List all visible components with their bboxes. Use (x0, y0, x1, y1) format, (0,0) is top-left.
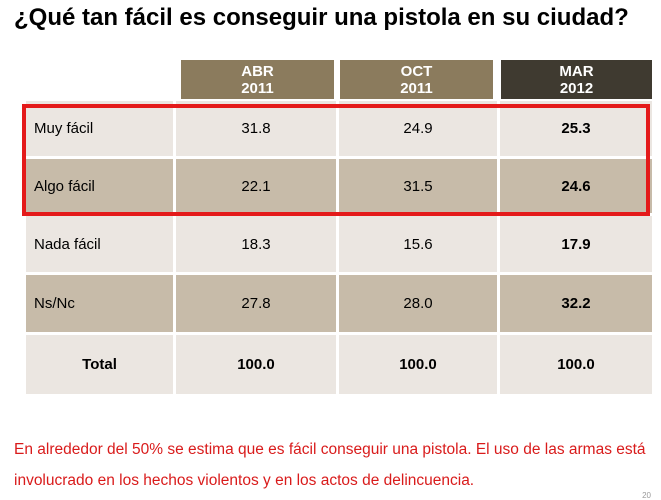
column-header-mar-2012: MAR 2012 (501, 60, 652, 99)
column-header-month: ABR (241, 62, 274, 80)
column-header-oct-2011: OCT 2011 (340, 60, 493, 99)
column-header-year: 2011 (241, 79, 274, 97)
survey-table: ABR 2011 OCT 2011 MAR 2012 Muy fácil 31.… (26, 60, 652, 394)
table-cell: 27.8 (176, 275, 336, 332)
row-label-total: Total (26, 335, 173, 394)
table-cell: 28.0 (339, 275, 497, 332)
table-cell: 25.3 (500, 101, 652, 156)
row-label-ns-nc: Ns/Nc (26, 275, 173, 332)
row-label-algo-facil: Algo fácil (26, 159, 173, 213)
table-cell: 22.1 (176, 159, 336, 213)
table-cell: 100.0 (339, 335, 497, 394)
table-cell: 31.8 (176, 101, 336, 156)
table-cell: 17.9 (500, 216, 652, 272)
row-label-muy-facil: Muy fácil (26, 101, 173, 156)
table-cell: 24.9 (339, 101, 497, 156)
table-cell: 100.0 (176, 335, 336, 394)
column-header-year: 2012 (559, 79, 594, 97)
column-header-abr-2011: ABR 2011 (181, 60, 334, 99)
column-header-month: MAR (559, 62, 594, 80)
table-cell: 32.2 (500, 275, 652, 332)
column-header-month: OCT (400, 62, 433, 80)
table-cell: 100.0 (500, 335, 652, 394)
table-cell: 31.5 (339, 159, 497, 213)
footnote-text: En alrededor del 50% se estima que es fá… (14, 441, 646, 489)
table-cell: 18.3 (176, 216, 336, 272)
table-cell: 24.6 (500, 159, 652, 213)
highlight-box (22, 104, 650, 216)
row-label-nada-facil: Nada fácil (26, 216, 173, 272)
table-cell: 15.6 (339, 216, 497, 272)
slide-title: ¿Qué tan fácil es conseguir una pistola … (14, 4, 629, 31)
page-number: 20 (642, 491, 651, 500)
column-header-year: 2011 (400, 79, 433, 97)
